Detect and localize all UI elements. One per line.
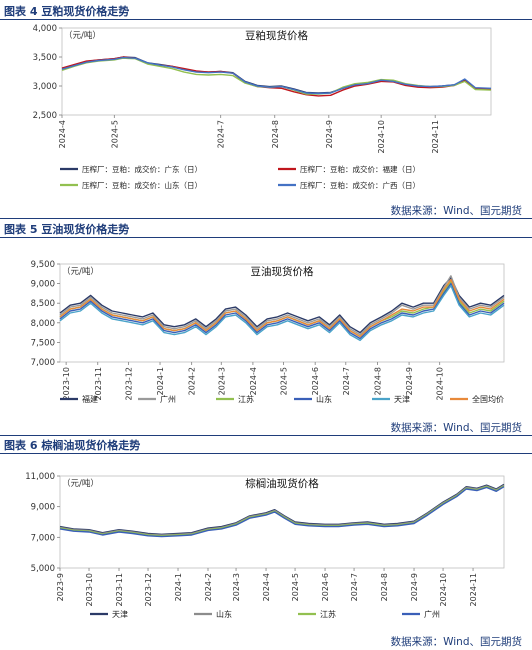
- x-tick-label: 2024-11: [431, 120, 440, 153]
- y-tick-label: 9,000: [31, 503, 55, 513]
- y-tick-label: 9,000: [31, 280, 55, 290]
- legend-label: 天津: [394, 394, 410, 404]
- series-line: [59, 280, 505, 338]
- x-tick-label: 2024-10: [439, 573, 448, 606]
- x-tick-label: 2024-8: [373, 367, 382, 395]
- caption-divider: [0, 453, 532, 454]
- data-source-note: 数据来源：Wind、国元期货: [390, 636, 522, 648]
- series-line: [59, 277, 505, 334]
- legend-label: 全国均价: [472, 394, 504, 404]
- y-tick-label: 11,000: [25, 472, 55, 482]
- chart-title: 豆粕现货价格: [245, 29, 308, 42]
- legend-label: 压榨厂：豆粕：成交价：山东（日）: [82, 180, 202, 190]
- chart-title: 豆油现货价格: [251, 265, 314, 278]
- series-line: [59, 486, 505, 538]
- y-unit-label: （元/吨）: [62, 266, 99, 277]
- legend-label: 山东: [316, 394, 332, 404]
- x-tick-label: 2023-10: [62, 367, 71, 400]
- x-tick-label: 2024-1: [174, 573, 183, 601]
- series-line: [59, 484, 505, 536]
- series-line: [59, 279, 505, 338]
- legend-label: 压榨厂：豆粕：成交价：广东（日）: [82, 164, 202, 174]
- x-tick-label: 2023-11: [115, 573, 124, 606]
- series-line: [59, 282, 505, 340]
- x-tick-label: 2024-3: [217, 367, 226, 395]
- data-source-note: 数据来源：Wind、国元期货: [390, 422, 522, 434]
- x-tick-label: 2024-4: [262, 573, 271, 601]
- x-tick-label: 2024-6: [311, 367, 320, 395]
- x-tick-label: 2023-9: [56, 573, 65, 601]
- x-tick-label: 2023-12: [144, 573, 153, 606]
- data-source-note: 数据来源：Wind、国元期货: [390, 205, 522, 217]
- legend-label: 山东: [216, 609, 232, 619]
- chart-caption: 图表 6 棕榈油现货价格走势: [4, 439, 141, 452]
- y-tick-label: 4,000: [33, 24, 57, 34]
- x-tick-label: 2024-9: [325, 120, 334, 148]
- x-tick-label: 2024-10: [377, 120, 386, 153]
- y-tick-label: 5,000: [31, 564, 55, 574]
- x-tick-label: 2024-1: [156, 367, 165, 395]
- x-tick-label: 2024-10: [436, 367, 445, 400]
- plot-frame: [59, 263, 505, 363]
- caption-divider: [0, 19, 532, 20]
- y-tick-label: 9,500: [31, 260, 55, 270]
- legend-label: 广州: [160, 394, 176, 404]
- soybean-oil-price-chart: 7,000 7,500 8,000 8,500 9,000 9,500 （元/吨） 豆油现货价…: [31, 260, 505, 404]
- x-tick-label: 2024-8: [271, 120, 280, 148]
- chart-caption: 图表 5 豆油现货价格走势: [4, 223, 130, 236]
- y-unit-label: （元/吨）: [62, 478, 99, 489]
- legend-label: 福建: [82, 394, 98, 404]
- x-tick-label: 2024-7: [342, 367, 351, 395]
- x-tick-label: 2024-5: [280, 367, 289, 395]
- series-line: [59, 284, 505, 342]
- y-unit-label: （元/吨）: [64, 30, 101, 41]
- x-tick-label: 2023-12: [124, 367, 133, 400]
- y-tick-label: 7,500: [31, 338, 55, 348]
- x-tick-label: 2024-2: [188, 367, 197, 395]
- x-tick-label: 2024-7: [217, 120, 226, 148]
- legend-label: 压榨厂：豆粕：成交价：福建（日）: [300, 164, 420, 174]
- legend-label: 江苏: [320, 609, 336, 619]
- chart-title: 棕榈油现货价格: [245, 477, 319, 490]
- legend-label: 江苏: [238, 394, 254, 404]
- x-tick-label: 2024-3: [232, 573, 241, 601]
- series-line: [59, 485, 505, 537]
- chart-caption: 图表 4 豆粕现货价格走势: [4, 5, 130, 18]
- x-tick-label: 2024-4: [58, 120, 67, 148]
- section-divider: [0, 435, 532, 436]
- x-tick-label: 2024-9: [410, 573, 419, 601]
- y-tick-label: 8,500: [31, 299, 55, 309]
- x-tick-label: 2024-11: [469, 573, 478, 606]
- x-tick-label: 2023-11: [94, 367, 103, 400]
- x-tick-label: 2024-8: [380, 573, 389, 601]
- series-line: [61, 56, 492, 95]
- caption-divider: [0, 237, 532, 238]
- legend-label: 压榨厂：豆粕：成交价：广西（日）: [300, 180, 420, 190]
- x-tick-label: 2024-9: [405, 367, 414, 395]
- y-tick-label: 7,000: [31, 358, 55, 368]
- legend-label: 广州: [424, 609, 440, 619]
- soymeal-price-chart: 2,500 3,000 3,500 4,000 （元/吨） 豆粕现货价格 2024-4 202…: [33, 24, 492, 190]
- y-tick-label: 3,000: [33, 82, 57, 92]
- x-tick-label: 2024-5: [291, 573, 300, 601]
- x-tick-label: 2024-5: [110, 120, 119, 148]
- y-tick-label: 2,500: [33, 111, 57, 121]
- x-tick-label: 2023-10: [85, 573, 94, 606]
- plot-frame: [59, 475, 505, 569]
- series-line: [59, 275, 505, 336]
- plot-frame: [61, 27, 492, 116]
- x-tick-label: 2024-4: [249, 367, 258, 395]
- x-tick-label: 2024-7: [350, 573, 359, 601]
- x-tick-label: 2024-2: [204, 573, 213, 601]
- legend-label: 天津: [112, 609, 128, 619]
- section-divider: [0, 218, 532, 219]
- y-tick-label: 7,000: [31, 533, 55, 543]
- x-tick-label: 2024-6: [321, 573, 330, 601]
- y-tick-label: 8,000: [31, 319, 55, 329]
- series-line: [59, 483, 505, 535]
- palm-oil-price-chart: 5,000 7,000 9,000 11,000 （元/吨） 棕榈油现货价格 2023-9 2…: [25, 472, 505, 619]
- series-line: [61, 56, 492, 97]
- y-tick-label: 3,500: [33, 53, 57, 63]
